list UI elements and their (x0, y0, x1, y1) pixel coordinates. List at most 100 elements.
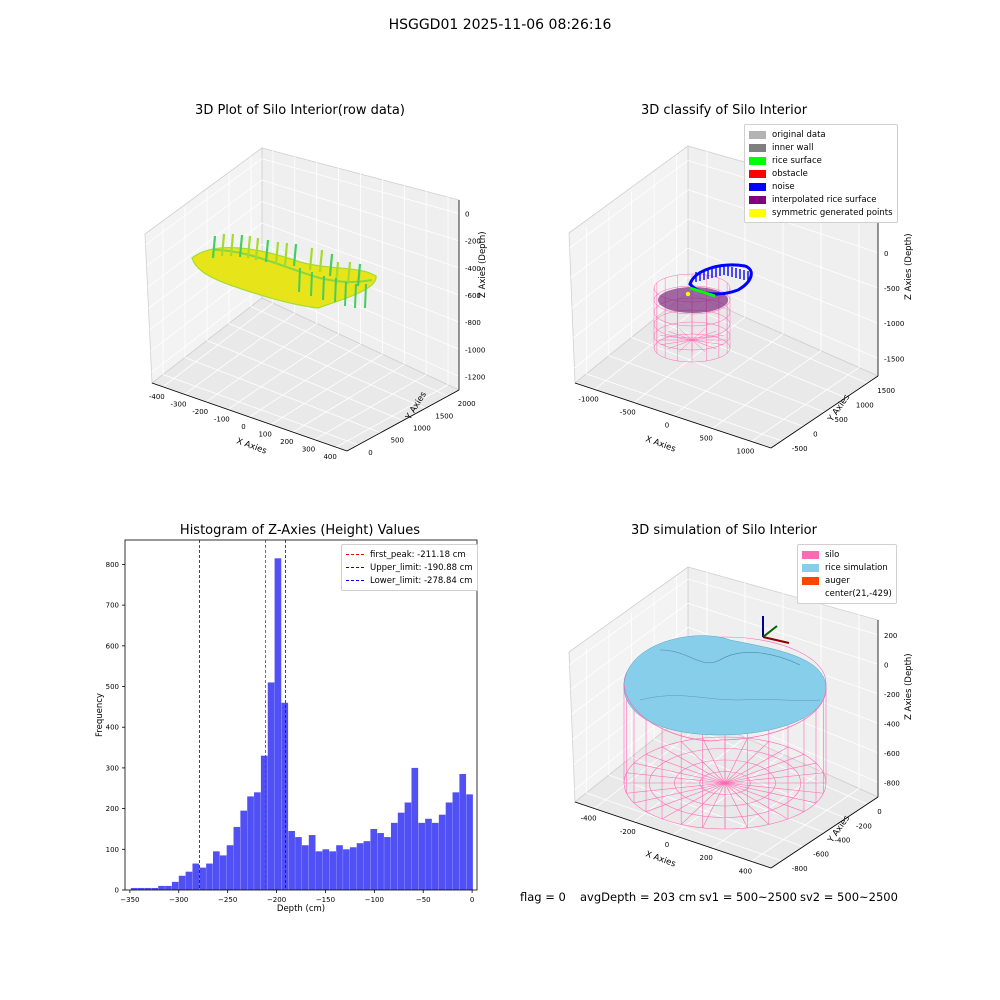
histogram-bar (130, 887, 138, 890)
histogram-ytick: 100 (106, 846, 119, 854)
histogram-bar (432, 822, 439, 890)
histogram-bar (247, 796, 254, 890)
raw-xtick: 300 (302, 446, 315, 454)
raw-xtick: -100 (214, 415, 230, 423)
simulation-xtick: 200 (700, 854, 713, 862)
histogram-bar (356, 843, 364, 890)
classify-ztick: -1500 (884, 355, 904, 363)
simulation-ytick: -800 (792, 865, 808, 873)
classify-legend-label: interpolated rice surface (772, 194, 877, 205)
simulation-ytick: 0 (877, 808, 881, 816)
triad-y-axis (762, 625, 778, 638)
simulation-ztick: -200 (884, 691, 900, 699)
simulation-ztick: -600 (884, 750, 900, 758)
classify-legend: original data inner wall rice surface obsta… (744, 124, 898, 223)
histogram-ytick: 800 (106, 561, 119, 569)
avg-depth-text: avgDepth = 203 cm (580, 890, 697, 904)
classify-legend-label: inner wall (772, 142, 814, 153)
simulation-legend-item: rice simulation (802, 561, 892, 574)
histogram-legend-label: Upper_limit: -190.88 cm (370, 562, 473, 573)
histogram-bar (384, 837, 391, 890)
simulation-xtick: -200 (620, 828, 636, 836)
simulation-legend: silo rice simulation auger center(21,-429) (797, 544, 897, 604)
classify-legend-item: inner wall (749, 141, 893, 154)
simulation-ytick: -200 (856, 822, 872, 830)
raw-ytick: 500 (391, 437, 404, 445)
histogram-bar (233, 826, 241, 890)
classify-legend-item: symmetric generated points (749, 206, 893, 219)
raw-plot-title: 3D Plot of Silo Interior(row data) (195, 103, 405, 118)
histogram-title: Histogram of Z-Axies (Height) Values (179, 523, 421, 538)
classify-ytick: -500 (792, 445, 808, 453)
simulation-zlabel: Z Axies (Depth) (904, 653, 914, 720)
simulation-legend-label: rice simulation (825, 562, 888, 573)
histogram-legend-label: first_peak: -211.18 cm (370, 549, 466, 560)
histogram-bar (137, 887, 145, 890)
histogram-bar (377, 833, 384, 890)
classify-legend-label: noise (772, 181, 795, 192)
histogram-bar (171, 881, 179, 890)
classify-ytick: 0 (813, 430, 817, 438)
raw-ztick: -600 (465, 292, 481, 300)
simulation-legend-swatch (802, 563, 819, 572)
classify-xtick: 500 (700, 435, 713, 443)
classify-legend-label: rice surface (772, 155, 822, 166)
raw-zlabel: Z Axies (Depth) (478, 231, 488, 298)
histogram-xlabel: Depth (cm) (277, 904, 325, 914)
classify-legend-swatch (749, 169, 766, 178)
histogram-bar (288, 830, 295, 890)
histogram-bar (281, 702, 289, 890)
classify-xtick: -500 (620, 409, 636, 417)
histogram-xtick: −300 (169, 896, 188, 904)
histogram-bar (322, 849, 330, 890)
histogram-bar (219, 855, 227, 890)
histogram-bar (411, 767, 419, 890)
histogram-bar (274, 558, 282, 890)
histogram-ytick: 300 (106, 764, 119, 772)
classify-legend-item: noise (749, 180, 893, 193)
histogram-bar (165, 885, 172, 890)
histogram-bar (151, 887, 159, 890)
histogram-xtick: −200 (267, 896, 286, 904)
classify-legend-label: obstacle (772, 168, 808, 179)
histogram-legend-line (346, 580, 364, 581)
histogram-bar (226, 845, 234, 890)
histogram-bar (240, 810, 248, 890)
histogram-legend-item: first_peak: -211.18 cm (346, 548, 473, 561)
histogram-bar (390, 822, 398, 890)
histogram-bar (267, 682, 275, 890)
simulation-ztick: -800 (884, 779, 900, 787)
histogram-ytick: 700 (106, 602, 119, 610)
raw-ytick: 0 (368, 449, 372, 457)
classify-legend-label: symmetric generated points (772, 207, 893, 218)
raw-ztick: -1000 (465, 346, 485, 354)
raw-xtick: -200 (192, 408, 208, 416)
histogram-bar (445, 802, 453, 890)
histogram-bar (185, 871, 193, 890)
raw-xtick: 100 (258, 431, 271, 439)
histogram-ytick: 500 (106, 683, 119, 691)
simulation-ytick: -400 (835, 837, 851, 845)
simulation-legend-swatch (802, 590, 819, 598)
triad-x-axis (762, 636, 790, 644)
histogram-bar (213, 851, 220, 890)
classify-xtick: 0 (665, 422, 669, 430)
simulation-legend-label: auger (825, 575, 850, 586)
raw-ytick: 1000 (413, 425, 431, 433)
simulation-ztick: 200 (884, 632, 897, 640)
histogram-xtick: −250 (218, 896, 237, 904)
rice-simulation-surface (623, 635, 827, 736)
histogram-bar (144, 887, 152, 890)
histogram-legend-item: Lower_limit: -278.84 cm (346, 574, 473, 587)
histogram-legend-item: Upper_limit: -190.88 cm (346, 561, 473, 574)
histogram-legend: first_peak: -211.18 cm Upper_limit: -190.… (341, 544, 478, 591)
simulation-plot-title: 3D simulation of Silo Interior (631, 523, 817, 538)
classify-ytick: 1000 (856, 402, 874, 410)
simulation-xtick: 400 (739, 867, 752, 875)
classify-legend-item: original data (749, 128, 893, 141)
classify-legend-swatch (749, 195, 766, 204)
classify-legend-item: rice surface (749, 154, 893, 167)
histogram-bar (178, 875, 186, 890)
